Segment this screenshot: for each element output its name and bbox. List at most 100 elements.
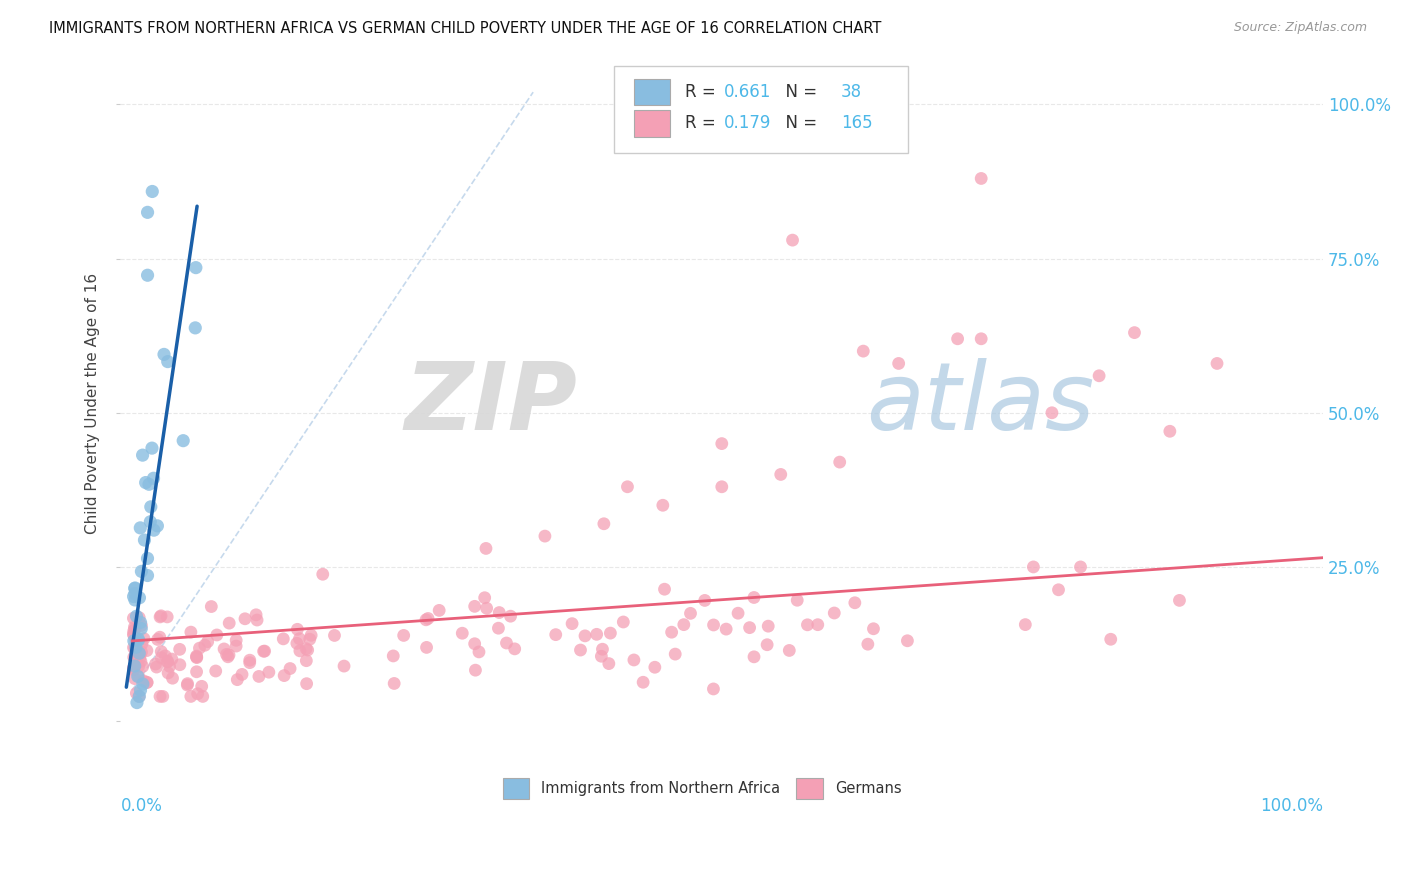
Point <box>122 640 145 655</box>
Text: ZIP: ZIP <box>405 358 578 450</box>
Point <box>1040 406 1063 420</box>
Point <box>828 455 851 469</box>
Point <box>245 607 267 622</box>
Point <box>149 610 172 624</box>
Point <box>125 652 148 666</box>
Point <box>156 610 179 624</box>
Text: 38: 38 <box>841 83 862 101</box>
Point <box>129 622 152 636</box>
Point <box>169 642 191 657</box>
Point <box>1099 632 1122 647</box>
Point <box>160 652 183 666</box>
Point <box>946 332 969 346</box>
Point <box>122 611 145 625</box>
Point <box>288 632 311 646</box>
Point <box>591 642 613 657</box>
Point <box>122 628 145 642</box>
Point <box>145 657 167 671</box>
Point <box>134 533 156 547</box>
Text: 0.661: 0.661 <box>724 83 772 101</box>
Point <box>664 647 686 661</box>
Point <box>141 185 163 199</box>
Point <box>295 654 318 668</box>
Point <box>672 617 695 632</box>
Point <box>887 356 910 370</box>
Point <box>129 683 152 698</box>
Point <box>124 622 146 636</box>
Point <box>131 645 153 659</box>
Point <box>856 637 879 651</box>
Point <box>252 644 274 658</box>
Point <box>742 591 765 605</box>
Point <box>693 593 716 607</box>
FancyBboxPatch shape <box>634 78 671 105</box>
Point <box>468 645 491 659</box>
Point <box>475 601 498 615</box>
Point <box>205 628 228 642</box>
Point <box>382 676 405 690</box>
Point <box>131 637 153 651</box>
Point <box>124 587 146 601</box>
Point <box>127 633 149 648</box>
Text: IMMIGRANTS FROM NORTHERN AFRICA VS GERMAN CHILD POVERTY UNDER THE AGE OF 16 CORR: IMMIGRANTS FROM NORTHERN AFRICA VS GERMA… <box>49 21 882 36</box>
Point <box>186 649 208 664</box>
Point <box>131 618 153 632</box>
Point <box>1088 368 1111 383</box>
Point <box>129 647 152 661</box>
Point <box>150 650 173 665</box>
Point <box>180 690 202 704</box>
Point <box>128 659 150 673</box>
Point <box>132 673 155 688</box>
Point <box>197 634 219 648</box>
Point <box>574 629 596 643</box>
Point <box>415 640 437 655</box>
Point <box>122 590 145 604</box>
Point <box>299 628 322 642</box>
Point <box>139 500 162 514</box>
Point <box>1159 424 1181 438</box>
Point <box>157 665 180 680</box>
Point <box>710 436 733 450</box>
Point <box>190 679 212 693</box>
Point <box>124 659 146 673</box>
Point <box>136 568 159 582</box>
Point <box>786 593 808 607</box>
Point <box>593 516 616 531</box>
Point <box>128 690 150 704</box>
Point <box>239 653 262 667</box>
Point <box>862 622 884 636</box>
Point <box>703 618 725 632</box>
Point <box>135 475 157 490</box>
Point <box>823 606 845 620</box>
Point <box>896 633 918 648</box>
Text: 165: 165 <box>841 114 873 132</box>
Point <box>239 656 262 670</box>
Point <box>679 607 702 621</box>
Point <box>122 650 145 665</box>
Point <box>132 632 155 646</box>
Point <box>128 669 150 683</box>
Point <box>187 687 209 701</box>
Point <box>778 643 800 657</box>
Text: Immigrants from Northern Africa: Immigrants from Northern Africa <box>541 781 780 797</box>
Point <box>278 661 301 675</box>
Point <box>136 205 159 219</box>
Text: atlas: atlas <box>866 358 1094 449</box>
Text: 100.0%: 100.0% <box>1260 797 1323 815</box>
Point <box>852 344 875 359</box>
Point <box>204 664 226 678</box>
Point <box>654 582 676 597</box>
Point <box>128 646 150 660</box>
Point <box>499 609 522 624</box>
Point <box>807 617 830 632</box>
Point <box>122 624 145 638</box>
Point <box>464 599 486 614</box>
Text: N =: N = <box>775 114 823 132</box>
Point <box>122 661 145 675</box>
Point <box>184 321 207 335</box>
Point <box>124 620 146 634</box>
Point <box>169 657 191 672</box>
Point <box>124 672 146 686</box>
Point <box>231 667 253 681</box>
Point <box>149 630 172 644</box>
